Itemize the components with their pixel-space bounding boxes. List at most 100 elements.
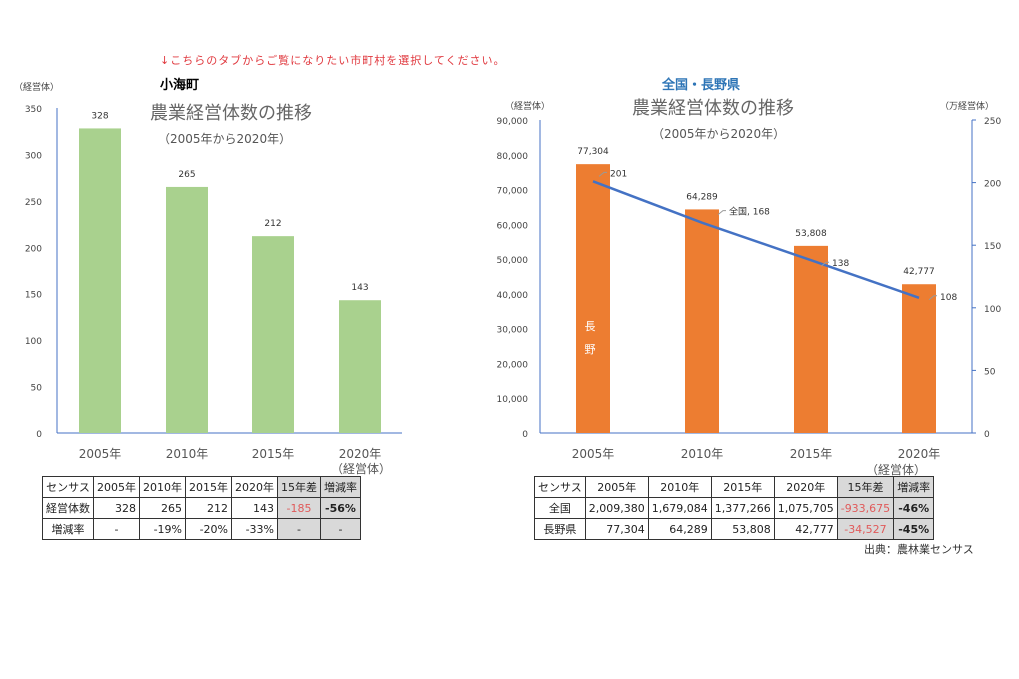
right-data-table: センサス 2005年 2010年 2015年 2020年 15年差 増減率 全国 2,009,3… xyxy=(534,476,935,540)
table-cell: -33% xyxy=(231,518,278,540)
right-y-tick: 70,000 xyxy=(497,187,529,197)
table-cell: -56% xyxy=(320,497,361,519)
right-bar xyxy=(794,245,828,433)
table-cell: 77,304 xyxy=(584,518,649,540)
right-bar-label: 42,777 xyxy=(903,267,935,277)
right-x-axis-unit: （経営体） xyxy=(866,463,927,477)
table-cell: 42,777 xyxy=(773,518,838,540)
table-cell: 1,075,705 xyxy=(773,497,838,519)
line-data-label: 全国, 168 xyxy=(729,206,770,218)
table-cell: 1,377,266 xyxy=(710,497,775,519)
right-y-tick: 60,000 xyxy=(497,221,529,231)
left-y-tick: 300 xyxy=(25,151,42,161)
left-chart-title: 農業経営体数の推移 xyxy=(150,103,312,124)
right-bar xyxy=(902,284,936,433)
left-bar-label: 143 xyxy=(351,283,368,293)
table-cell: 143 xyxy=(231,497,278,519)
left-bar-label: 212 xyxy=(264,219,281,229)
table-cell: -20% xyxy=(185,518,232,540)
table-row: 経営体数 328 265 212 143 -185 -56% xyxy=(42,497,361,519)
right-y-tick: 30,000 xyxy=(497,326,529,336)
right-x-tick: 2010年 xyxy=(681,447,724,461)
table-cell: - xyxy=(320,518,361,540)
left-y-tick: 200 xyxy=(25,244,42,254)
right-x-tick: 2015年 xyxy=(790,447,833,461)
left-x-tick: 2020年 xyxy=(339,447,382,461)
left-y-tick: 50 xyxy=(31,384,43,394)
table-header-cell: 2005年 xyxy=(584,476,649,498)
line-data-label: 201 xyxy=(610,169,627,179)
right-y2-tick: 150 xyxy=(984,242,1001,252)
right-bar xyxy=(685,209,719,433)
table-header-cell: 増減率 xyxy=(320,476,361,498)
right-y2-tick: 250 xyxy=(984,117,1001,127)
left-x-axis-unit: （経営体） xyxy=(331,462,392,476)
table-cell: 増減率 xyxy=(42,518,94,540)
right-x-tick: 2005年 xyxy=(572,447,615,461)
left-bar-label: 328 xyxy=(91,111,108,121)
right-bar-label: 53,808 xyxy=(795,229,827,239)
right-bar-label: 77,304 xyxy=(577,147,609,157)
left-bar xyxy=(252,236,294,433)
right-y-tick: 10,000 xyxy=(497,395,529,405)
table-header-cell: 2020年 xyxy=(773,476,838,498)
right-y2-axis-label: （万経営体） xyxy=(940,102,995,112)
table-header-cell: 2005年 xyxy=(93,476,140,498)
table-header-cell: 増減率 xyxy=(893,476,935,498)
left-bar xyxy=(166,186,208,433)
left-bar-label: 265 xyxy=(178,170,195,180)
table-cell: 53,808 xyxy=(710,518,775,540)
table-cell: 1,679,084 xyxy=(647,497,712,519)
bar-series-label: 長 xyxy=(585,320,596,333)
instruction-notice: ↓こちらのタブからご覧になりたい市町村を選択してください。 xyxy=(160,54,506,67)
table-cell: 265 xyxy=(139,497,186,519)
right-y-tick: 80,000 xyxy=(497,152,529,162)
left-chart-subtitle: （2005年から2020年） xyxy=(158,132,292,146)
table-cell: -45% xyxy=(893,518,935,540)
table-cell: - xyxy=(277,518,321,540)
left-y-tick: 100 xyxy=(25,337,42,347)
table-cell: 328 xyxy=(93,497,140,519)
right-bar-label: 64,289 xyxy=(686,192,718,202)
right-y-axis-label: （経営体） xyxy=(505,102,551,112)
table-header-cell: センサス xyxy=(42,476,94,498)
right-y2-tick: 0 xyxy=(984,430,990,440)
table-header-row: センサス 2005年 2010年 2015年 2020年 15年差 増減率 xyxy=(534,476,935,498)
left-region-title: 小海町 xyxy=(160,78,200,93)
table-header-cell: 2015年 xyxy=(710,476,775,498)
table-row: 全国 2,009,380 1,679,084 1,377,266 1,075,705 -9… xyxy=(534,497,935,519)
right-y2-tick: 50 xyxy=(984,367,996,377)
left-y-tick: 350 xyxy=(25,105,42,115)
table-cell: 長野県 xyxy=(534,518,586,540)
right-y-tick: 50,000 xyxy=(497,256,529,266)
right-y-tick: 40,000 xyxy=(497,291,529,301)
left-y-axis-label: （経営体） xyxy=(14,83,60,93)
right-y-tick: 20,000 xyxy=(497,360,529,370)
table-cell: - xyxy=(93,518,140,540)
table-cell: 全国 xyxy=(534,497,586,519)
table-cell: -185 xyxy=(277,497,321,519)
table-cell: 64,289 xyxy=(647,518,712,540)
table-header-cell: 2010年 xyxy=(139,476,186,498)
table-header-cell: センサス xyxy=(534,476,586,498)
line-label-leader xyxy=(717,210,726,216)
line-label-leader xyxy=(820,261,829,267)
left-bar xyxy=(79,128,121,433)
right-y2-tick: 200 xyxy=(984,180,1001,190)
line-label-leader xyxy=(928,295,937,301)
table-row: 長野県 77,304 64,289 53,808 42,777 -34,527 -45% xyxy=(534,518,935,540)
left-x-tick: 2010年 xyxy=(166,447,209,461)
table-header-row: センサス 2005年 2010年 2015年 2020年 15年差 増減率 xyxy=(42,476,361,498)
right-y-tick: 0 xyxy=(522,430,528,440)
right-chart-title: 農業経営体数の推移 xyxy=(632,98,794,119)
right-x-tick: 2020年 xyxy=(898,447,941,461)
table-header-cell: 2020年 xyxy=(231,476,278,498)
right-y-tick: 90,000 xyxy=(497,117,529,127)
left-bar xyxy=(339,300,381,433)
right-region-title: 全国・長野県 xyxy=(662,78,741,93)
table-cell: 2,009,380 xyxy=(584,497,649,519)
left-y-tick: 0 xyxy=(36,430,42,440)
table-header-cell: 15年差 xyxy=(277,476,321,498)
